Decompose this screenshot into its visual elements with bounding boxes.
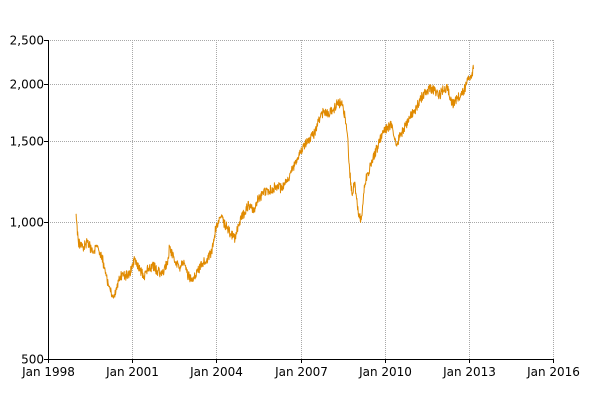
- y-tick-label: 1,500: [10, 135, 44, 149]
- x-tick-label: Jan 2016: [526, 365, 580, 379]
- x-tick-label: Jan 1998: [21, 365, 75, 379]
- y-tick-label: 2,500: [10, 34, 44, 48]
- y-tick-label: 2,000: [10, 78, 44, 92]
- x-tick-label: Jan 2001: [105, 365, 159, 379]
- y-tick-label: 500: [21, 353, 44, 367]
- x-tick-label: Jan 2007: [274, 365, 328, 379]
- x-tick-label: Jan 2004: [189, 365, 243, 379]
- grid: [48, 40, 554, 359]
- axes: [44, 40, 554, 363]
- y-tick-label: 1,000: [10, 216, 44, 230]
- series-line: [75, 64, 474, 299]
- tick-labels: 500 1,000 1,500 2,000 2,500 Jan 1998 Jan 2001 J…: [10, 34, 580, 380]
- x-tick-label: Jan 2013: [442, 365, 496, 379]
- x-tick-label: Jan 2010: [358, 365, 412, 379]
- series-layer: [75, 64, 474, 299]
